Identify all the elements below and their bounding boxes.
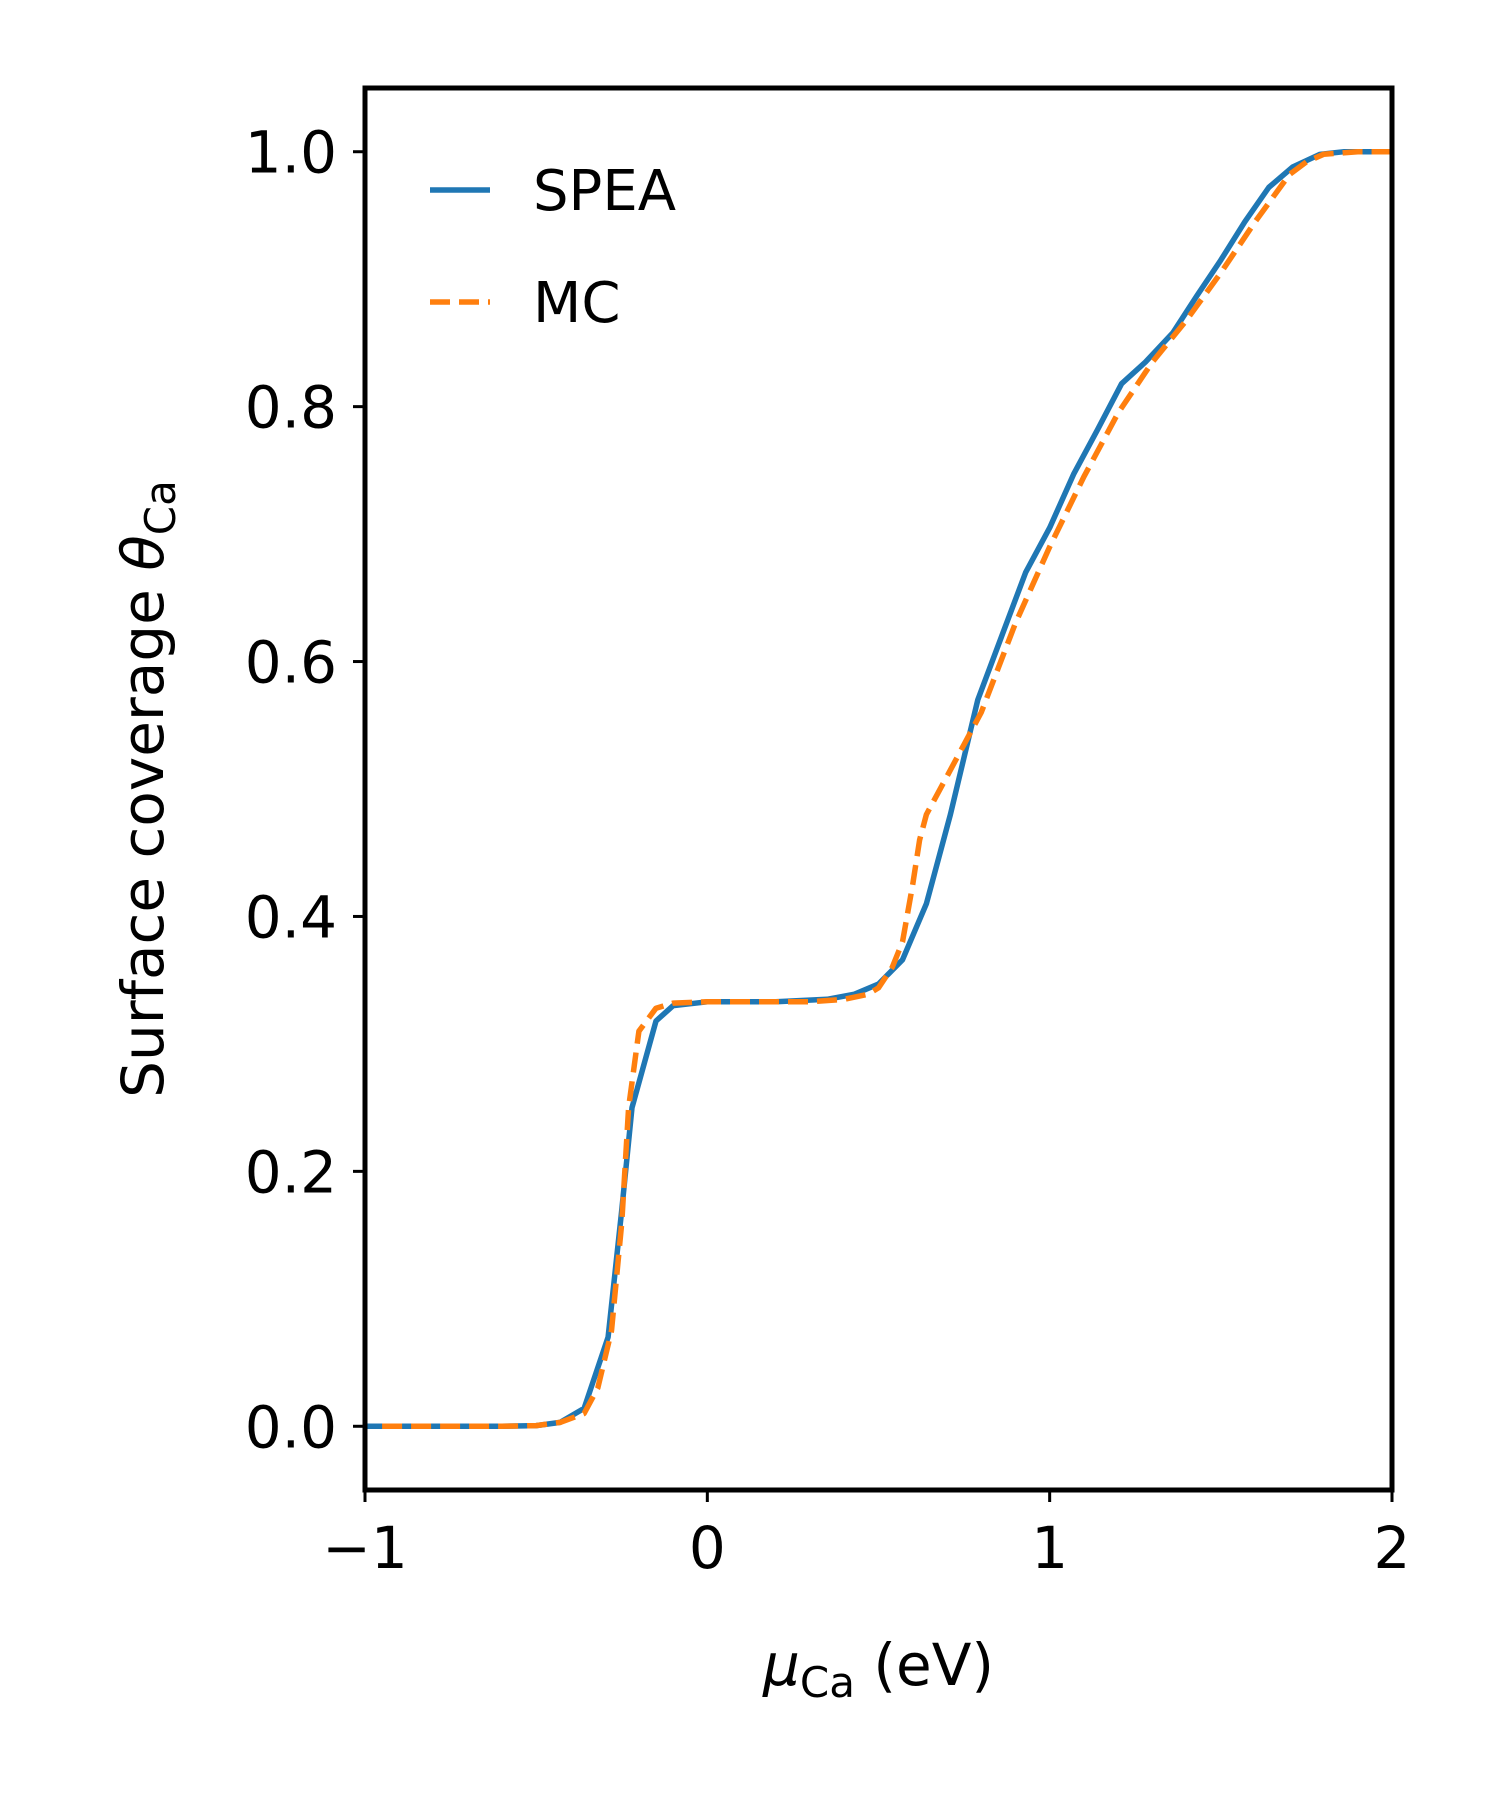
x-tick-label: 1: [1031, 1514, 1068, 1582]
x-axis-ticks: −1 0 1 2: [322, 1490, 1410, 1582]
y-tick-label: 0.8: [245, 374, 337, 442]
y-axis-subscript: Ca: [136, 480, 185, 535]
series-layer: [365, 148, 1392, 1430]
y-tick-label: 0.4: [245, 883, 337, 951]
y-axis-title: Surface coverage θCa: [109, 480, 185, 1098]
legend-label-mc: MC: [533, 271, 620, 336]
x-tick-label: −1: [322, 1514, 408, 1582]
y-axis-ticks: 0.0 0.2 0.4 0.6 0.8 1.0: [245, 119, 365, 1461]
x-axis-symbol: μ: [762, 1631, 800, 1699]
y-tick-label: 1.0: [245, 119, 337, 187]
series-line-spea: [365, 148, 1392, 1430]
y-tick-label: 0.2: [245, 1138, 337, 1206]
y-tick-label: 0.6: [245, 629, 337, 697]
y-axis-text: Surface coverage: [109, 571, 177, 1098]
x-axis-subscript: Ca: [800, 1658, 855, 1707]
axes-frame: [362, 85, 1395, 1493]
x-axis-title: μCa (eV): [762, 1631, 994, 1707]
series-line-mc: [382, 148, 1392, 1430]
legend-label-spea: SPEA: [533, 159, 676, 224]
x-axis-unit: (eV): [855, 1631, 994, 1699]
y-tick-label: 0.0: [245, 1393, 337, 1461]
legend: SPEA MC: [430, 159, 676, 336]
x-tick-label: 0: [689, 1514, 726, 1582]
y-axis-symbol: θ: [109, 535, 177, 571]
x-tick-label: 2: [1374, 1514, 1411, 1582]
